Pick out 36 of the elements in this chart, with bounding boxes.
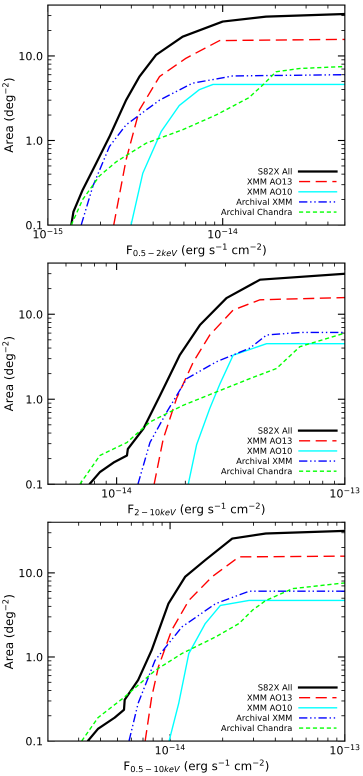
legend-label: Archival XMM — [236, 458, 292, 464]
x-tick-label: 10$^{−13}$ — [330, 487, 360, 498]
x-axis-title: F$_{2−10keV}$ (erg s$^{−1}$ cm$^{−2}$) — [128, 502, 264, 516]
y-axis-title: Area (deg$^{−2}$) — [2, 337, 16, 412]
y-axis-title: Area (deg$^{−2}$) — [2, 78, 16, 153]
y-tick-label: 0.1 — [26, 480, 42, 489]
legend-label: XMM AO10 — [247, 448, 292, 454]
y-tick-label: 1.0 — [26, 136, 42, 145]
y-tick-label: 0.1 — [26, 737, 42, 746]
legend-label: Archival XMM — [236, 714, 292, 721]
y-tick-label: 1.0 — [26, 395, 42, 404]
legend-label: S82X All — [258, 427, 292, 434]
legend-label: Archival Chandra — [220, 208, 292, 216]
y-tick-label: 1.0 — [26, 652, 42, 662]
y-tick-label: 0.1 — [26, 221, 42, 230]
legend-label: XMM AO13 — [247, 438, 292, 444]
x-axis-title: F$_{0.5−2keV}$ (erg s$^{−1}$ cm$^{−2}$) — [127, 243, 266, 257]
legend-label: S82X All — [258, 684, 292, 691]
y-axis-title: Area (deg$^{−2}$) — [2, 595, 16, 670]
x-tick-label: 10$^{−14}$ — [208, 228, 238, 238]
x-tick-label: 10$^{−15}$ — [34, 228, 62, 238]
x-tick-label: 10$^{−14}$ — [156, 744, 185, 754]
legend-label: Archival Chandra — [220, 468, 292, 474]
y-tick-label: 10.0 — [20, 52, 42, 60]
legend-label: XMM AO13 — [247, 694, 292, 701]
legend-label: Archival Chandra — [220, 724, 292, 732]
x-axis-title: F$_{0.5−10keV}$ (erg s$^{−1}$ cm$^{−2}$) — [124, 759, 268, 773]
y-tick-label: 10.0 — [20, 310, 42, 319]
x-tick-label: 10$^{−13}$ — [330, 744, 360, 754]
y-tick-label: 10.0 — [20, 568, 42, 578]
x-tick-label: 10$^{−14}$ — [102, 488, 132, 498]
legend-label: XMM AO13 — [247, 178, 292, 185]
legend-label: Archival XMM — [236, 198, 292, 205]
legend-label: XMM AO10 — [247, 704, 292, 711]
legend-label: XMM AO10 — [247, 188, 292, 195]
legend-label: S82X All — [258, 168, 292, 174]
